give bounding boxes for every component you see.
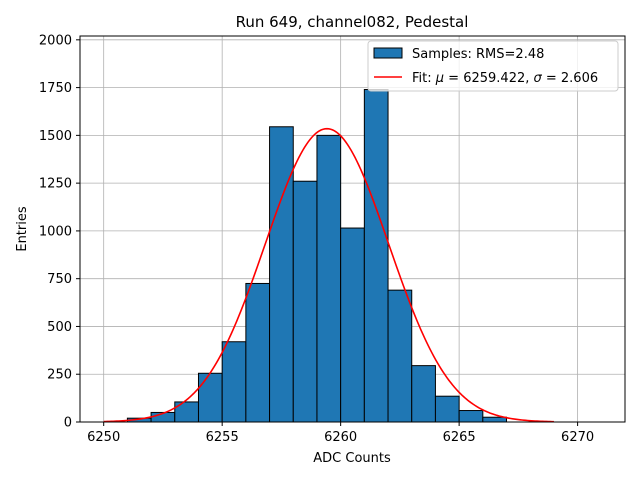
x-tick-label: 6270 [561,430,594,445]
histogram-bar [363,89,389,423]
histogram-bar [316,134,342,423]
histogram-bar [411,365,436,423]
x-tick-label: 6250 [87,430,120,445]
legend-fit-label: Fit: μ = 6259.422, σ = 2.606 [412,71,598,86]
y-tick-label: 500 [47,320,72,335]
y-axis-label: Entries [15,206,30,252]
legend: Samples: RMS=2.48 Fit: μ = 6259.422, σ =… [367,40,619,92]
legend-histogram-label: Samples: RMS=2.48 [412,47,544,62]
legend-fit-sigma-symbol: σ [534,71,543,86]
plot-frame [79,35,626,423]
histogram-bar [292,180,318,423]
y-tick-label: 0 [64,416,72,431]
histogram-bar [387,289,413,423]
y-tick-label: 2000 [39,33,72,48]
y-tick-label: 1250 [39,177,72,192]
histogram-bar [434,395,460,423]
legend-fit-mu-symbol: μ [435,71,444,86]
legend-histogram-swatch [373,47,403,59]
y-tick-label: 250 [47,368,72,383]
chart-title: Run 649, channel082, Pedestal [236,13,469,31]
histogram-bars [126,89,508,423]
y-tick-label: 750 [47,272,72,287]
histogram-bar [458,410,484,423]
legend-fit-prefix: Fit: [412,71,436,86]
y-tick-label: 1750 [39,81,72,96]
histogram-bar [197,372,223,423]
x-axis-ticks: 6250 6255 6260 6265 6270 [87,422,594,445]
legend-box [367,40,619,92]
histogram-bar [269,126,294,423]
y-axis-ticks: 0 250 500 750 1000 1250 1500 1750 2000 [39,33,80,431]
x-tick-label: 6265 [443,430,476,445]
x-tick-label: 6255 [206,430,239,445]
legend-fit-mu-value: = 6259.422, [444,71,533,86]
histogram-bar [245,282,271,423]
histogram-bar [340,227,365,423]
histogram-bar [221,341,247,423]
histogram-bar [482,416,508,423]
y-tick-label: 1000 [39,224,72,239]
x-axis-label: ADC Counts [313,451,391,466]
legend-fit-sigma-value: = 2.606 [542,71,598,86]
y-tick-label: 1500 [39,129,72,144]
fit-curve [103,127,554,423]
x-tick-label: 6260 [324,430,357,445]
